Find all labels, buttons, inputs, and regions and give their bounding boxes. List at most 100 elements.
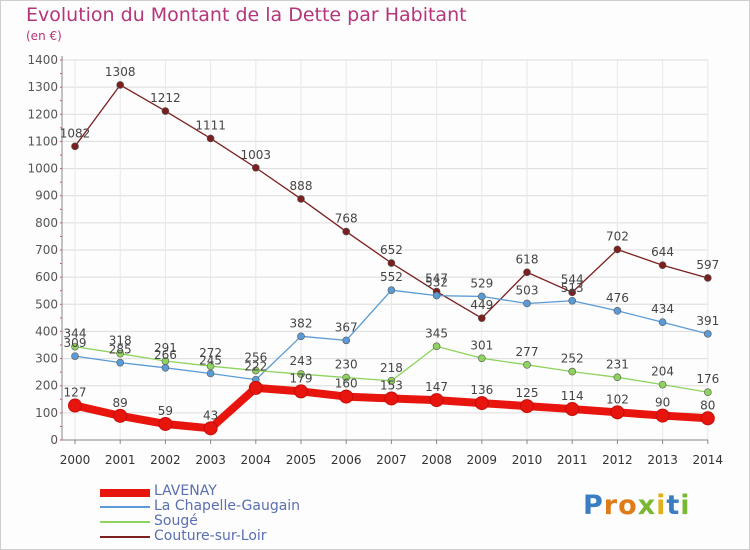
data-label: 344 (64, 327, 87, 341)
data-point (703, 274, 712, 282)
data-label: 136 (470, 383, 493, 397)
data-label: 266 (154, 348, 177, 362)
x-tick-label: 2008 (421, 453, 452, 467)
y-tick-label: 700 (35, 243, 58, 257)
data-label: 127 (64, 386, 87, 400)
data-point (565, 402, 580, 417)
y-tick-label: 600 (35, 270, 58, 284)
y-tick-label: 1200 (27, 107, 58, 121)
data-label: 552 (380, 270, 403, 284)
data-point (252, 163, 260, 172)
y-tick-label: 0 (50, 433, 58, 447)
data-label: 391 (696, 314, 719, 328)
logo-letter: o (618, 490, 638, 521)
data-point (387, 259, 396, 267)
data-point (568, 288, 577, 297)
data-label: 309 (64, 336, 87, 350)
data-label: 702 (606, 229, 629, 243)
data-point (206, 362, 215, 370)
data-point (523, 361, 531, 369)
data-label: 449 (470, 298, 493, 312)
data-labels: 127 89 59 43 179 160 153 147 136 125 114 102 90 80 309… (60, 65, 720, 422)
x-tick-label: 2010 (512, 453, 543, 467)
data-point (113, 408, 128, 423)
data-label: 102 (606, 392, 629, 406)
data-point (477, 354, 486, 363)
data-point (116, 358, 124, 367)
data-label: 231 (606, 357, 629, 371)
data-label: 114 (561, 389, 584, 403)
data-label: 252 (561, 352, 584, 366)
y-tick-label: 200 (35, 379, 58, 393)
data-point (568, 296, 577, 305)
data-point (474, 396, 489, 411)
data-label: 1212 (150, 91, 181, 105)
logo-letter: t (666, 490, 681, 521)
data-point (613, 245, 622, 254)
grid (62, 59, 709, 441)
x-tick-label: 2012 (602, 453, 633, 467)
data-label: 90 (655, 396, 670, 410)
data-point (161, 363, 170, 372)
y-tick-label: 800 (35, 216, 58, 230)
data-label: 176 (696, 372, 719, 386)
y-tick-label: 900 (35, 189, 58, 203)
data-label: 532 (425, 276, 448, 290)
data-point (432, 342, 441, 351)
data-label: 80 (700, 398, 715, 412)
data-label: 529 (470, 276, 493, 290)
data-label: 301 (470, 338, 493, 352)
x-tick-label: 2006 (331, 453, 362, 467)
data-label: 768 (335, 212, 358, 226)
y-tick-label: 1100 (27, 134, 58, 148)
data-point (477, 292, 486, 301)
data-point (71, 142, 79, 151)
data-label: 1082 (60, 126, 91, 140)
data-label: 644 (651, 245, 674, 259)
data-label: 547 (425, 272, 448, 286)
data-point (161, 107, 170, 115)
data-point (432, 291, 441, 300)
logo-letter: i (656, 490, 667, 521)
data-label: 218 (380, 361, 403, 375)
data-point (116, 349, 124, 358)
x-tick-label: 2002 (150, 453, 181, 467)
x-tick-label: 2005 (286, 453, 317, 467)
legend-swatch (100, 506, 150, 508)
legend-label: Couture-sur-Loir (154, 528, 267, 544)
data-label: 345 (425, 326, 448, 340)
data-label: 544 (561, 272, 584, 286)
data-point (610, 405, 625, 420)
data-point (206, 134, 215, 143)
x-tick-label: 2000 (60, 453, 91, 467)
data-point (613, 373, 622, 382)
data-label: 204 (651, 365, 674, 379)
x-tick-label: 2003 (195, 453, 226, 467)
legend-label: La Chapelle-Gaugain (154, 498, 301, 514)
x-tick-label: 2001 (105, 453, 136, 467)
data-label: 1111 (195, 118, 226, 132)
y-tick-label: 1300 (27, 80, 58, 94)
data-point (613, 306, 622, 315)
x-tick-label: 2011 (557, 453, 588, 467)
y-tick-label: 400 (35, 324, 58, 338)
data-label: 59 (158, 404, 173, 418)
data-point (294, 384, 308, 399)
data-point (116, 81, 124, 89)
data-label: 513 (561, 281, 584, 295)
data-label: 597 (696, 258, 719, 272)
data-point (384, 391, 399, 406)
data-label: 618 (516, 252, 539, 266)
data-label: 43 (203, 408, 218, 422)
data-point (523, 268, 531, 277)
data-label: 1003 (241, 148, 272, 162)
data-point (658, 380, 667, 389)
data-point (297, 370, 305, 378)
legend-swatch (100, 489, 150, 497)
data-label: 245 (199, 354, 222, 368)
data-point (342, 336, 351, 345)
data-label: 160 (335, 377, 358, 391)
logo-letter: r (603, 490, 619, 521)
data-label: 1308 (105, 65, 136, 79)
data-label: 888 (290, 179, 313, 193)
